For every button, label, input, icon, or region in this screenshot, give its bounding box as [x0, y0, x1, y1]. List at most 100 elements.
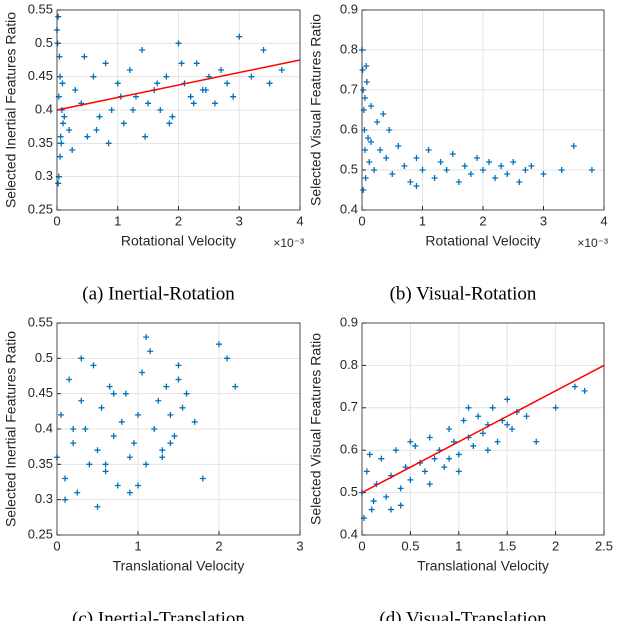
- y-tick-label: 0.6: [340, 442, 358, 457]
- point: [383, 155, 390, 161]
- point: [516, 179, 523, 185]
- caption: (d) Visual-Translation: [379, 608, 547, 621]
- x-tick-label: 1: [455, 538, 462, 553]
- point: [135, 411, 141, 418]
- point: [421, 468, 428, 475]
- x-tick-label: 1: [134, 538, 141, 553]
- point: [129, 107, 136, 113]
- point: [366, 159, 373, 165]
- point: [159, 447, 166, 454]
- point: [58, 411, 65, 418]
- point: [473, 155, 480, 161]
- point: [523, 413, 530, 420]
- point: [110, 390, 117, 397]
- x-tick-label: 4: [600, 213, 607, 228]
- point: [419, 167, 426, 173]
- point: [66, 127, 73, 133]
- point: [143, 461, 150, 468]
- point: [183, 390, 190, 397]
- trend-line: [56, 59, 301, 111]
- axes-box: [56, 9, 301, 211]
- point: [412, 442, 419, 449]
- y-tick-label: 0.7: [340, 81, 358, 96]
- point: [62, 475, 69, 482]
- y-tick-label: 0.9: [340, 1, 358, 16]
- point: [157, 107, 164, 113]
- point: [72, 87, 79, 93]
- point: [363, 79, 370, 85]
- point: [118, 418, 125, 425]
- point: [413, 155, 420, 161]
- point: [467, 171, 474, 177]
- point: [84, 133, 91, 140]
- point: [193, 60, 200, 67]
- point: [74, 489, 81, 496]
- point: [371, 167, 378, 173]
- y-tick-label: 0.4: [340, 526, 358, 541]
- point: [368, 139, 375, 145]
- point: [82, 426, 89, 432]
- point: [145, 100, 152, 107]
- x-axis-label: Rotational Velocity: [425, 233, 540, 249]
- point: [389, 171, 396, 177]
- point: [175, 362, 182, 369]
- point: [56, 53, 63, 60]
- point: [571, 383, 578, 390]
- point: [407, 476, 414, 483]
- point: [378, 455, 385, 462]
- point: [465, 404, 472, 411]
- point: [446, 455, 453, 462]
- point: [122, 390, 129, 397]
- point: [70, 426, 77, 432]
- point: [159, 454, 166, 461]
- point: [383, 493, 390, 500]
- point: [139, 369, 146, 376]
- point: [143, 334, 150, 341]
- x-tick-label: 1: [419, 213, 426, 228]
- point: [441, 464, 448, 471]
- point: [236, 33, 243, 40]
- x-tick-label: 1.5: [498, 538, 516, 553]
- point: [484, 447, 491, 454]
- point: [58, 140, 65, 147]
- y-tick-label: 0.6: [340, 121, 358, 136]
- point: [449, 151, 456, 157]
- point: [98, 404, 105, 411]
- x-tick-label: 0: [358, 538, 365, 553]
- point: [216, 341, 222, 348]
- point: [202, 87, 209, 93]
- point: [360, 187, 367, 193]
- y-tick-label: 0.5: [340, 161, 358, 176]
- point: [388, 506, 395, 513]
- y-tick-label: 0.25: [28, 201, 53, 216]
- point: [70, 440, 77, 447]
- point: [167, 440, 174, 447]
- x-tick-label: 0: [53, 538, 60, 553]
- y-tick-label: 0.35: [28, 456, 53, 471]
- point: [397, 485, 404, 492]
- y-tick-label: 0.55: [28, 1, 53, 16]
- point: [232, 383, 239, 390]
- point: [510, 159, 517, 165]
- point: [374, 119, 381, 125]
- point: [362, 175, 369, 181]
- point: [178, 60, 185, 67]
- point: [135, 482, 141, 489]
- point: [446, 426, 453, 432]
- point: [363, 468, 370, 475]
- point: [248, 73, 255, 80]
- point: [191, 418, 198, 425]
- point: [230, 93, 237, 100]
- x-tick-label: 0.5: [401, 538, 419, 553]
- point: [533, 438, 540, 445]
- y-tick-label: 0.9: [340, 314, 358, 329]
- y-tick-label: 0.5: [35, 35, 53, 50]
- point: [470, 442, 477, 449]
- y-tick-label: 0.3: [35, 491, 53, 506]
- point: [190, 100, 197, 107]
- caption: (c) Inertial-Translation: [72, 608, 245, 621]
- point: [509, 426, 516, 432]
- x-tick-label: 0: [53, 213, 60, 228]
- x-tick-label: 2: [175, 213, 182, 228]
